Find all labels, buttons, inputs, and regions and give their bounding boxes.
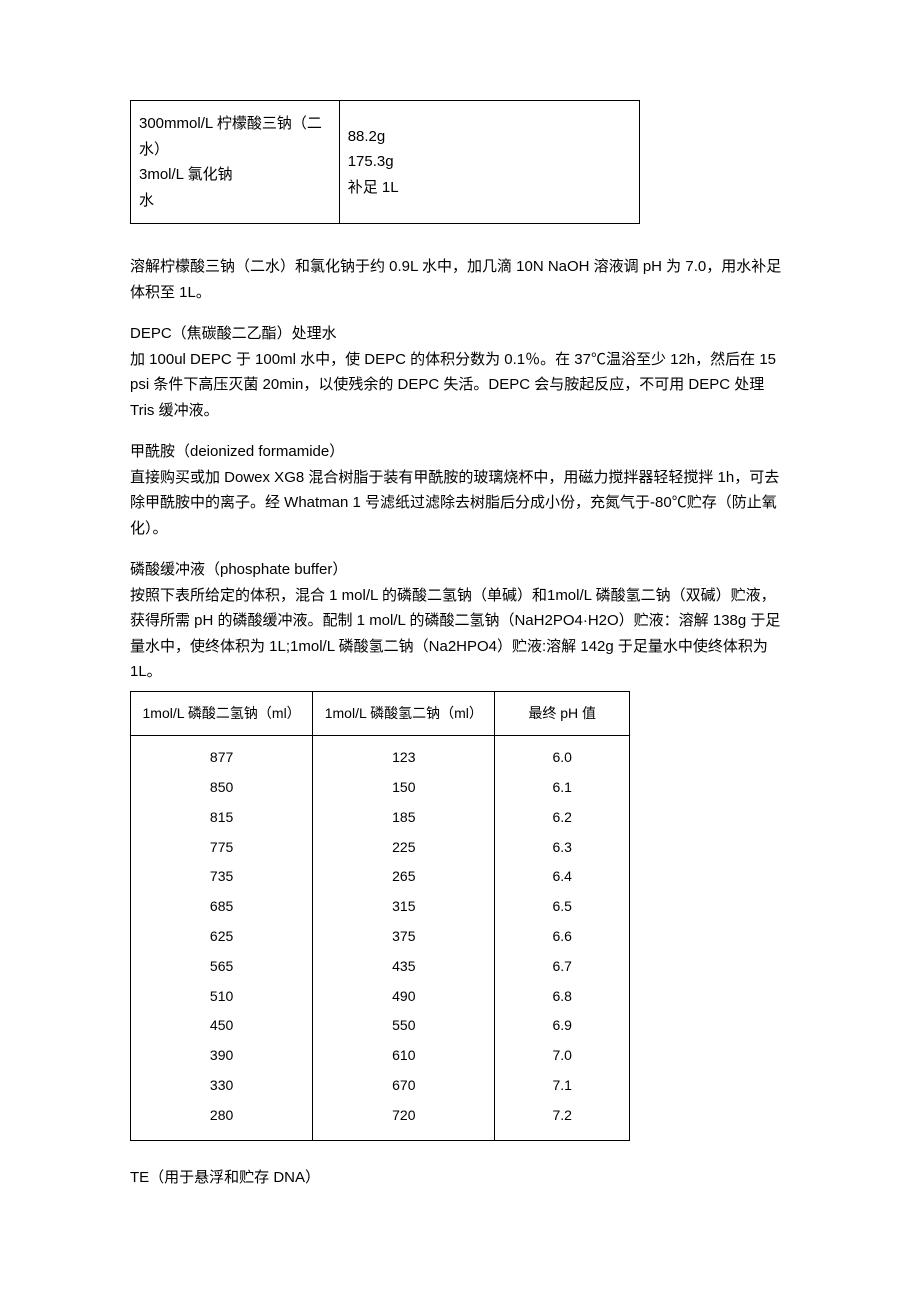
table-row: 3906107.0 bbox=[131, 1041, 630, 1071]
table-row: 5654356.7 bbox=[131, 952, 630, 982]
table-row: 4505506.9 bbox=[131, 1011, 630, 1041]
ssc-right-line-1: 175.3g bbox=[348, 149, 631, 175]
table-cell: 670 bbox=[313, 1071, 495, 1101]
table-cell: 123 bbox=[313, 736, 495, 773]
table-cell: 390 bbox=[131, 1041, 313, 1071]
table-cell: 6.6 bbox=[495, 922, 630, 952]
depc-body: 加 100ul DEPC 于 100ml 水中，使 DEPC 的体积分数为 0.… bbox=[130, 347, 790, 424]
table-cell: 775 bbox=[131, 833, 313, 863]
table-cell: 685 bbox=[131, 892, 313, 922]
table-cell: 6.5 bbox=[495, 892, 630, 922]
phosphate-section: 磷酸缓冲液（phosphate buffer） 按照下表所给定的体积，混合 1 … bbox=[130, 557, 790, 685]
table-header-2: 最终 pH 值 bbox=[495, 691, 630, 736]
table-row: 6253756.6 bbox=[131, 922, 630, 952]
ssc-left-line-2: 水 bbox=[139, 188, 331, 214]
table-header-1: 1mol/L 磷酸氢二钠（ml） bbox=[313, 691, 495, 736]
table-cell: 6.1 bbox=[495, 773, 630, 803]
table-cell: 625 bbox=[131, 922, 313, 952]
phosphate-body: 按照下表所给定的体积，混合 1 mol/L 的磷酸二氢钠（单碱）和1mol/L … bbox=[130, 583, 790, 685]
table-cell: 375 bbox=[313, 922, 495, 952]
table-cell: 315 bbox=[313, 892, 495, 922]
ssc-left-cell: 300mmol/L 柠檬酸三钠（二水） 3mol/L 氯化钠 水 bbox=[131, 101, 340, 224]
ssc-left-line-0: 300mmol/L 柠檬酸三钠（二水） bbox=[139, 111, 331, 162]
table-cell: 565 bbox=[131, 952, 313, 982]
table-cell: 720 bbox=[313, 1101, 495, 1140]
ssc-right-line-2: 补足 1L bbox=[348, 175, 631, 201]
phosphate-buffer-table: 1mol/L 磷酸二氢钠（ml） 1mol/L 磷酸氢二钠（ml） 最终 pH … bbox=[130, 691, 630, 1141]
te-title: TE（用于悬浮和贮存 DNA） bbox=[130, 1165, 790, 1191]
depc-title: DEPC（焦碳酸二乙酯）处理水 bbox=[130, 321, 790, 347]
table-row: 8151856.2 bbox=[131, 803, 630, 833]
ssc-instruction-paragraph: 溶解柠檬酸三钠（二水）和氯化钠于约 0.9L 水中，加几滴 10N NaOH 溶… bbox=[130, 254, 790, 305]
table-cell: 7.1 bbox=[495, 1071, 630, 1101]
table-cell: 850 bbox=[131, 773, 313, 803]
table-cell: 225 bbox=[313, 833, 495, 863]
table-row: 7752256.3 bbox=[131, 833, 630, 863]
table-cell: 735 bbox=[131, 862, 313, 892]
table-cell: 150 bbox=[313, 773, 495, 803]
table-cell: 610 bbox=[313, 1041, 495, 1071]
ssc-right-line-0: 88.2g bbox=[348, 124, 631, 150]
table-cell: 6.7 bbox=[495, 952, 630, 982]
table-row: 8771236.0 bbox=[131, 736, 630, 773]
table-cell: 490 bbox=[313, 982, 495, 1012]
table-row: 6853156.5 bbox=[131, 892, 630, 922]
table-row: 2807207.2 bbox=[131, 1101, 630, 1140]
table-header-0: 1mol/L 磷酸二氢钠（ml） bbox=[131, 691, 313, 736]
phosphate-title: 磷酸缓冲液（phosphate buffer） bbox=[130, 557, 790, 583]
formamide-title: 甲酰胺（deionized formamide） bbox=[130, 439, 790, 465]
formamide-body: 直接购买或加 Dowex XG8 混合树脂于装有甲酰胺的玻璃烧杯中，用磁力搅拌器… bbox=[130, 465, 790, 542]
table-cell: 6.3 bbox=[495, 833, 630, 863]
table-cell: 7.0 bbox=[495, 1041, 630, 1071]
formamide-section: 甲酰胺（deionized formamide） 直接购买或加 Dowex XG… bbox=[130, 439, 790, 541]
table-cell: 280 bbox=[131, 1101, 313, 1140]
table-cell: 7.2 bbox=[495, 1101, 630, 1140]
table-cell: 435 bbox=[313, 952, 495, 982]
table-cell: 550 bbox=[313, 1011, 495, 1041]
table-cell: 6.4 bbox=[495, 862, 630, 892]
table-cell: 815 bbox=[131, 803, 313, 833]
table-cell: 450 bbox=[131, 1011, 313, 1041]
table-row: 3306707.1 bbox=[131, 1071, 630, 1101]
table-cell: 510 bbox=[131, 982, 313, 1012]
ssc-right-cell: 88.2g 175.3g 补足 1L bbox=[339, 101, 639, 224]
table-header-row: 1mol/L 磷酸二氢钠（ml） 1mol/L 磷酸氢二钠（ml） 最终 pH … bbox=[131, 691, 630, 736]
table-row: 7352656.4 bbox=[131, 862, 630, 892]
table-cell: 6.2 bbox=[495, 803, 630, 833]
table-cell: 265 bbox=[313, 862, 495, 892]
table-cell: 330 bbox=[131, 1071, 313, 1101]
ssc-left-line-1: 3mol/L 氯化钠 bbox=[139, 162, 331, 188]
table-cell: 185 bbox=[313, 803, 495, 833]
table-cell: 6.0 bbox=[495, 736, 630, 773]
table-cell: 877 bbox=[131, 736, 313, 773]
ssc-composition-table: 300mmol/L 柠檬酸三钠（二水） 3mol/L 氯化钠 水 88.2g 1… bbox=[130, 100, 640, 224]
table-cell: 6.8 bbox=[495, 982, 630, 1012]
table-cell: 6.9 bbox=[495, 1011, 630, 1041]
table-row: 5104906.8 bbox=[131, 982, 630, 1012]
depc-section: DEPC（焦碳酸二乙酯）处理水 加 100ul DEPC 于 100ml 水中，… bbox=[130, 321, 790, 423]
table-row: 8501506.1 bbox=[131, 773, 630, 803]
